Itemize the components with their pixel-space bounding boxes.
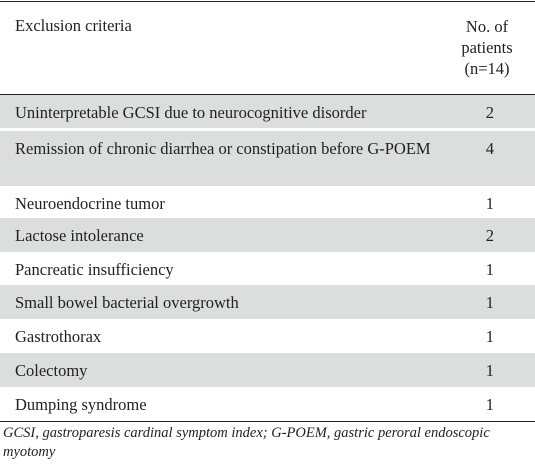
row-label: Remission of chronic diarrhea or constip… [15, 139, 431, 158]
header-rule [0, 94, 535, 95]
row-value: 4 [485, 139, 494, 158]
table-top-rule [0, 1, 535, 2]
row-label: Small bowel bacterial overgrowth [15, 293, 239, 312]
table-row: Pancreatic insufficiency 1 [0, 252, 535, 285]
header-exclusion-criteria: Exclusion criteria [15, 16, 132, 35]
header-count-line-2: patients [461, 38, 513, 57]
row-label: Gastrothorax [15, 327, 102, 346]
row-label: Neuroendocrine tumor [15, 194, 165, 213]
table-bottom-rule [0, 421, 535, 422]
header-count-line-3: (n=14) [464, 59, 510, 78]
header-patient-count: No. of patients (n=14) [453, 16, 521, 79]
table-row: Neuroendocrine tumor 1 [0, 186, 535, 218]
table-row: Dumping syndrome 1 [0, 387, 535, 421]
table-row: Remission of chronic diarrhea or constip… [0, 131, 535, 186]
row-value: 1 [485, 194, 494, 213]
row-label: Uninterpretable GCSI due to neurocogniti… [15, 103, 367, 122]
table-row: Uninterpretable GCSI due to neurocogniti… [0, 95, 535, 128]
row-value: 1 [485, 361, 494, 380]
row-value: 1 [485, 327, 494, 346]
header-count-line-1: No. of [465, 17, 509, 36]
table-row: Small bowel bacterial overgrowth 1 [0, 285, 535, 319]
row-value: 2 [485, 103, 494, 122]
table-footnote: GCSI, gastroparesis cardinal symptom ind… [3, 425, 490, 460]
table-row: Gastrothorax 1 [0, 319, 535, 353]
row-value: 2 [485, 226, 494, 245]
row-label: Lactose intolerance [15, 226, 144, 245]
row-value: 1 [485, 260, 494, 279]
row-value: 1 [485, 293, 494, 312]
table-row: Lactose intolerance 2 [0, 218, 535, 252]
row-label: Dumping syndrome [15, 395, 147, 414]
row-value: 1 [485, 395, 494, 414]
table-row: Colectomy 1 [0, 353, 535, 387]
row-label: Pancreatic insufficiency [15, 260, 174, 279]
row-label: Colectomy [15, 361, 88, 380]
